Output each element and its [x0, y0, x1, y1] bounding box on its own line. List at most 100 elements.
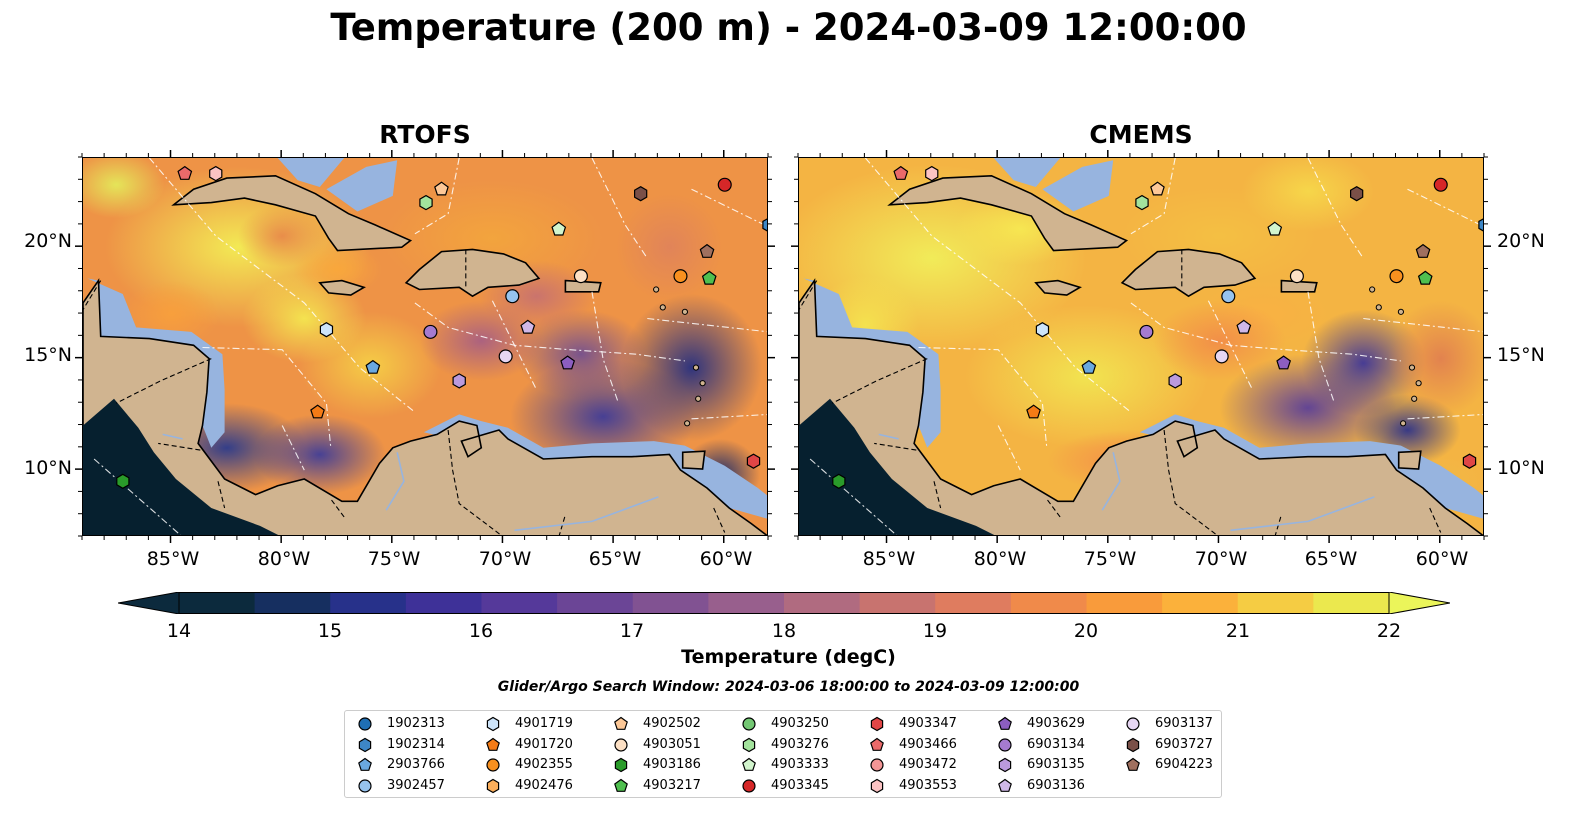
float-marker-6903727 — [633, 186, 648, 202]
jamaica-island — [1034, 279, 1082, 296]
country-border — [874, 442, 917, 451]
float-marker-4902355 — [673, 269, 688, 284]
legend-label: 4901719 — [515, 716, 573, 731]
small-island — [1400, 420, 1407, 427]
small-island — [695, 395, 702, 402]
river — [514, 496, 659, 532]
eez-boundary — [1407, 188, 1483, 227]
eez-boundary — [1307, 158, 1364, 259]
country-border — [217, 481, 226, 509]
float-marker-4903186 — [832, 473, 846, 489]
float-marker-4903347 — [746, 453, 761, 469]
puerto-island — [1280, 279, 1318, 293]
small-island — [699, 380, 706, 387]
float-marker-4903629 — [1276, 355, 1292, 370]
float-marker-6903137 — [498, 349, 513, 364]
legend-marker-icon — [614, 716, 628, 730]
y-tick-label: 15°N — [1497, 344, 1545, 366]
colorbar-tick-label: 16 — [468, 620, 494, 642]
legend-label: 6903727 — [1155, 736, 1213, 752]
colorbar-segment — [708, 592, 785, 614]
legend-label: 4903333 — [771, 757, 829, 772]
temperature-anomaly — [620, 293, 763, 442]
country-border — [799, 280, 818, 310]
legend-marker-icon — [870, 758, 884, 772]
x-tick-label: 80°W — [973, 548, 1027, 570]
eez-boundary — [1207, 300, 1254, 391]
country-border — [558, 514, 566, 535]
legend-marker — [1126, 757, 1140, 771]
float-marker-6904223 — [699, 243, 715, 258]
mainland — [799, 278, 1483, 535]
temperature-anomaly — [83, 158, 165, 219]
legend-marker — [486, 716, 500, 732]
legend-marker — [358, 737, 372, 752]
legend-marker — [358, 717, 372, 731]
rtofs-map — [82, 157, 768, 536]
legend-marker — [742, 757, 756, 771]
legend-label: 4903472 — [899, 757, 957, 772]
y-tick-label: 10°N — [1497, 457, 1545, 479]
legend-marker — [742, 737, 756, 752]
legend-marker — [486, 778, 500, 793]
float-marker-4903051 — [573, 269, 588, 284]
legend-marker — [998, 716, 1012, 730]
float-marker-4903276 — [1135, 194, 1149, 211]
legend-marker-icon — [742, 778, 756, 793]
legend-marker-icon — [870, 737, 884, 751]
legend-label: 4903186 — [643, 757, 701, 772]
colorbar-extend-high — [1388, 592, 1450, 614]
x-tick-label: 85°W — [862, 548, 916, 570]
country-border — [115, 358, 212, 404]
small-island — [681, 308, 689, 315]
y-tick-label: 10°N — [24, 457, 72, 479]
legend-label: 6904223 — [1155, 757, 1213, 772]
small-island — [653, 286, 660, 293]
temperature-anomaly — [964, 305, 1209, 448]
colorbar-tick-label: 14 — [166, 620, 192, 642]
legend-label: 4903466 — [899, 736, 957, 752]
country-border — [713, 507, 726, 533]
legend-marker — [998, 737, 1012, 752]
legend-marker-icon — [486, 778, 500, 793]
legend-marker-icon — [998, 737, 1012, 752]
legend-marker — [486, 737, 500, 751]
shallow-shelf — [87, 278, 225, 448]
float-marker-1902314 — [762, 218, 767, 232]
legend-marker-icon — [358, 717, 372, 731]
float-marker-4903553 — [209, 165, 223, 182]
pacific-ocean-overlay — [799, 398, 995, 535]
country-border — [83, 280, 102, 310]
legend-marker-icon — [742, 757, 756, 771]
float-marker-4902355 — [1389, 269, 1404, 284]
colorbar-segment — [632, 592, 709, 614]
float-marker-4901720 — [310, 404, 325, 419]
country-border — [330, 498, 345, 518]
trinidad-island — [681, 450, 706, 470]
legend-marker-icon — [998, 778, 1012, 792]
legend-marker — [998, 778, 1012, 792]
float-marker-6903134 — [423, 324, 438, 339]
colorbar-segment — [405, 592, 482, 614]
shallow-shelf — [1042, 160, 1114, 212]
legend-marker-icon — [486, 758, 500, 772]
small-island — [1415, 380, 1422, 387]
eez-boundary — [202, 346, 332, 448]
panel-title-cmems: CMEMS — [1089, 120, 1193, 149]
temperature-anomaly — [237, 204, 327, 268]
legend-marker-icon — [870, 716, 884, 732]
legend-marker — [486, 758, 500, 772]
float-marker-4901720 — [1026, 404, 1041, 419]
temperature-anomaly — [514, 309, 648, 399]
cmems-map-canvas — [799, 158, 1483, 535]
x-tick-label: 70°W — [478, 548, 532, 570]
country-border — [831, 358, 928, 404]
legend-marker — [998, 757, 1012, 773]
eez-boundary — [414, 302, 685, 362]
country-border — [933, 481, 942, 509]
float-marker-2903766 — [1081, 359, 1097, 374]
legend-marker-icon — [486, 737, 500, 751]
eez-boundary — [918, 346, 1048, 448]
legend-marker-icon — [358, 778, 372, 793]
temperature-anomaly — [242, 273, 367, 364]
